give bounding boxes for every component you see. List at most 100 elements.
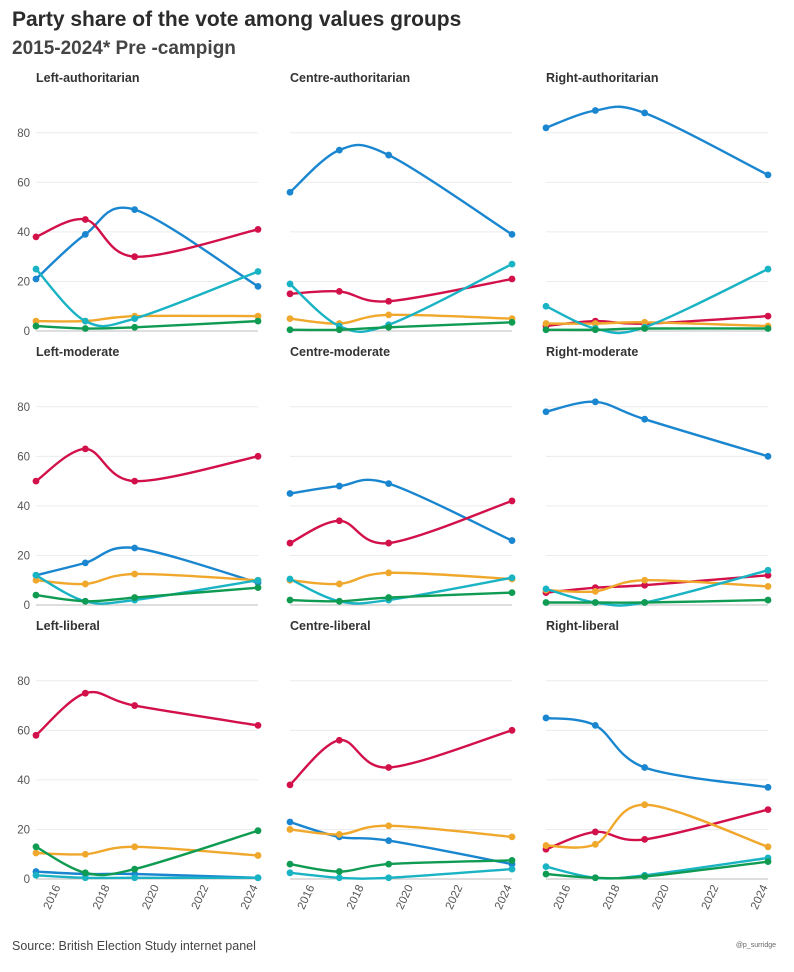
data-point: [254, 452, 262, 460]
panel-centre-liberal: Centre-liberal 2016 2018 2020 2022 2024: [286, 619, 516, 911]
data-point: [508, 497, 516, 505]
data-point: [385, 569, 393, 577]
data-point: [641, 576, 649, 584]
panel-title: Left-authoritarian: [36, 71, 139, 85]
series-line: [288, 313, 514, 325]
data-point: [508, 833, 516, 841]
data-point: [131, 544, 139, 552]
panel-title: Right-moderate: [546, 345, 638, 359]
data-point: [764, 858, 772, 866]
data-point: [764, 783, 772, 791]
data-point: [286, 290, 294, 298]
data-point: [385, 311, 393, 319]
data-point: [32, 591, 40, 599]
data-point: [81, 874, 89, 882]
data-point: [81, 597, 89, 605]
data-point: [286, 869, 294, 877]
y-tick-label: 60: [17, 725, 30, 737]
data-point: [385, 822, 393, 830]
series-line: [544, 598, 770, 604]
data-point: [81, 325, 89, 332]
data-point: [591, 587, 599, 595]
data-point: [335, 597, 343, 605]
data-point: [641, 581, 649, 589]
data-point: [131, 253, 139, 261]
data-point: [542, 124, 550, 132]
data-point: [32, 871, 40, 879]
data-point: [81, 580, 89, 588]
x-tick-label: 2024: [749, 883, 771, 912]
data-point: [641, 325, 649, 332]
data-point: [508, 726, 516, 734]
data-point: [385, 539, 393, 547]
x-tick-label: 2016: [296, 883, 318, 911]
series-line: [288, 859, 514, 873]
data-point: [131, 594, 139, 601]
data-point: [32, 322, 40, 330]
data-point: [131, 323, 139, 331]
data-point: [32, 233, 40, 241]
panel-left-authoritarian: Left-authoritarian 0 20 40 60 80: [17, 71, 262, 338]
data-point: [591, 874, 599, 882]
data-point: [286, 826, 294, 833]
data-point: [508, 865, 516, 873]
data-point: [254, 268, 262, 275]
data-point: [764, 171, 772, 179]
data-point: [542, 599, 550, 606]
series-line: [34, 267, 260, 328]
data-point: [286, 575, 294, 583]
y-tick-label: 60: [17, 177, 30, 189]
panel-left-moderate: Left-moderate 0 20 40 60 80: [17, 345, 262, 612]
series-line: [288, 820, 514, 866]
data-point: [286, 315, 294, 323]
data-point: [641, 801, 649, 809]
data-point: [335, 868, 343, 875]
data-point: [591, 599, 599, 606]
y-tick-label: 0: [24, 326, 30, 338]
data-point: [131, 206, 139, 213]
data-point: [641, 599, 649, 606]
source-note: Source: British Election Study internet …: [12, 939, 256, 953]
data-point: [286, 781, 294, 789]
data-point: [508, 574, 516, 582]
series-line: [34, 447, 260, 483]
data-point: [286, 188, 294, 196]
series-line: [34, 845, 260, 857]
data-point: [81, 445, 89, 453]
x-tick-label: 2020: [394, 883, 416, 911]
data-point: [764, 806, 772, 814]
y-tick-label: 80: [17, 676, 30, 688]
y-tick-label: 40: [17, 775, 30, 787]
data-point: [335, 736, 343, 744]
data-point: [385, 764, 393, 771]
data-point: [542, 585, 550, 593]
data-point: [542, 408, 550, 416]
data-point: [591, 721, 599, 729]
data-point: [591, 107, 599, 114]
series-line: [544, 803, 770, 849]
panel-title: Left-moderate: [36, 345, 119, 359]
data-point: [81, 230, 89, 238]
data-point: [508, 318, 516, 326]
x-tick-label: 2022: [444, 883, 466, 911]
data-point: [131, 315, 139, 323]
data-point: [286, 326, 294, 334]
data-point: [335, 831, 343, 838]
data-point: [335, 482, 343, 490]
data-point: [764, 566, 772, 574]
series-line: [34, 690, 260, 737]
x-tick-label: 2016: [552, 883, 574, 911]
data-point: [131, 477, 139, 485]
panel-right-moderate: Right-moderate: [542, 345, 772, 607]
series-line: [34, 572, 260, 586]
data-point: [131, 570, 139, 578]
data-point: [508, 275, 516, 283]
data-point: [131, 874, 139, 882]
data-point: [32, 843, 40, 851]
data-point: [508, 857, 516, 864]
data-point: [641, 873, 649, 880]
x-tick-label: 2022: [700, 883, 722, 911]
series-line: [544, 860, 770, 880]
series-line: [288, 321, 514, 332]
